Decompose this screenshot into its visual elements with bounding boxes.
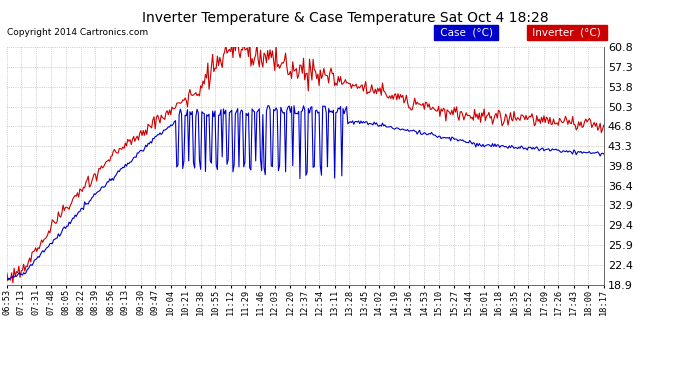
Text: Inverter  (°C): Inverter (°C) bbox=[529, 28, 604, 38]
Text: Inverter Temperature & Case Temperature Sat Oct 4 18:28: Inverter Temperature & Case Temperature … bbox=[141, 11, 549, 25]
Text: Case  (°C): Case (°C) bbox=[437, 28, 496, 38]
Text: Copyright 2014 Cartronics.com: Copyright 2014 Cartronics.com bbox=[7, 28, 148, 37]
